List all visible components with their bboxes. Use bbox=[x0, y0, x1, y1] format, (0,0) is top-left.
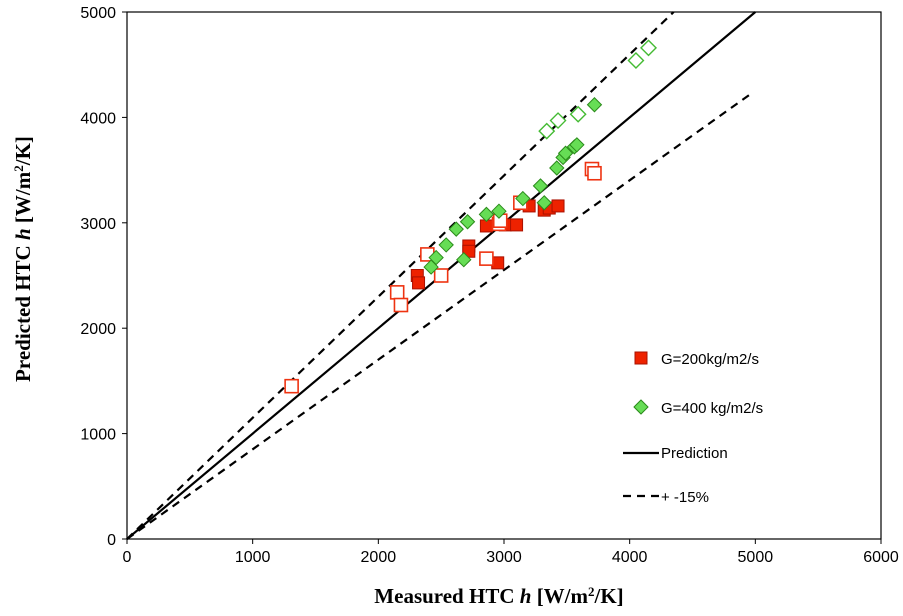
data-point bbox=[538, 122, 556, 140]
data-point bbox=[456, 251, 472, 268]
x-tick-label: 1000 bbox=[235, 549, 271, 566]
data-point bbox=[479, 251, 494, 266]
data-point bbox=[459, 214, 476, 230]
data-point bbox=[640, 39, 658, 57]
data-point bbox=[587, 165, 602, 181]
y-tick-label: 0 bbox=[107, 532, 116, 549]
data-point bbox=[586, 97, 603, 113]
data-point bbox=[515, 190, 531, 207]
legend-label: Prediction bbox=[661, 445, 728, 462]
y-axis-title: Predicted HTC h [W/m2/K] bbox=[11, 136, 36, 382]
y-tick-label: 4000 bbox=[80, 110, 116, 127]
plot-area bbox=[126, 11, 882, 540]
data-point bbox=[549, 112, 567, 130]
data-point bbox=[478, 206, 495, 223]
x-tick-label: 5000 bbox=[738, 549, 774, 566]
data-point bbox=[491, 203, 507, 219]
y-tick-label: 3000 bbox=[80, 216, 116, 233]
data-points bbox=[284, 39, 658, 394]
legend: G=200kg/m2/s G=400 kg/m2/s Prediction + -15… bbox=[623, 351, 763, 506]
x-tick-label: 2000 bbox=[361, 549, 397, 566]
x-tick-label: 4000 bbox=[612, 549, 648, 566]
legend-marker-diamond bbox=[633, 399, 649, 415]
data-point bbox=[510, 218, 524, 232]
data-point bbox=[284, 378, 299, 394]
data-point bbox=[549, 160, 565, 176]
x-tick-label: 0 bbox=[123, 549, 132, 566]
x-tick-label: 3000 bbox=[486, 549, 522, 566]
x-tick-label: 6000 bbox=[863, 549, 899, 566]
data-point bbox=[569, 137, 585, 153]
x-axis-ticks: 0 1000 2000 3000 4000 5000 6000 bbox=[123, 539, 899, 566]
y-tick-label: 5000 bbox=[80, 5, 116, 22]
tolerance-line bbox=[126, 93, 751, 540]
data-point bbox=[627, 51, 645, 69]
plot-border bbox=[126, 11, 882, 540]
x-axis-title: Measured HTC h [W/m2/K] bbox=[374, 584, 623, 609]
data-point bbox=[389, 285, 405, 300]
legend-label: G=200kg/m2/s bbox=[661, 351, 759, 368]
data-point bbox=[569, 105, 587, 123]
data-point bbox=[433, 268, 449, 283]
data-point bbox=[393, 297, 409, 313]
data-point bbox=[551, 199, 565, 213]
y-tick-label: 1000 bbox=[80, 427, 116, 444]
data-point bbox=[532, 178, 549, 194]
data-point bbox=[412, 276, 426, 290]
data-point bbox=[536, 195, 552, 211]
data-point bbox=[428, 249, 444, 266]
data-point bbox=[438, 237, 454, 253]
data-point bbox=[448, 221, 464, 237]
legend-marker-square bbox=[634, 351, 648, 365]
legend-label: + -15% bbox=[661, 489, 709, 506]
legend-label: G=400 kg/m2/s bbox=[661, 400, 763, 417]
tolerance-line bbox=[126, 11, 675, 540]
y-tick-label: 2000 bbox=[80, 321, 116, 338]
y-axis-ticks: 0 1000 2000 3000 4000 5000 bbox=[80, 5, 127, 549]
data-point bbox=[557, 145, 574, 161]
